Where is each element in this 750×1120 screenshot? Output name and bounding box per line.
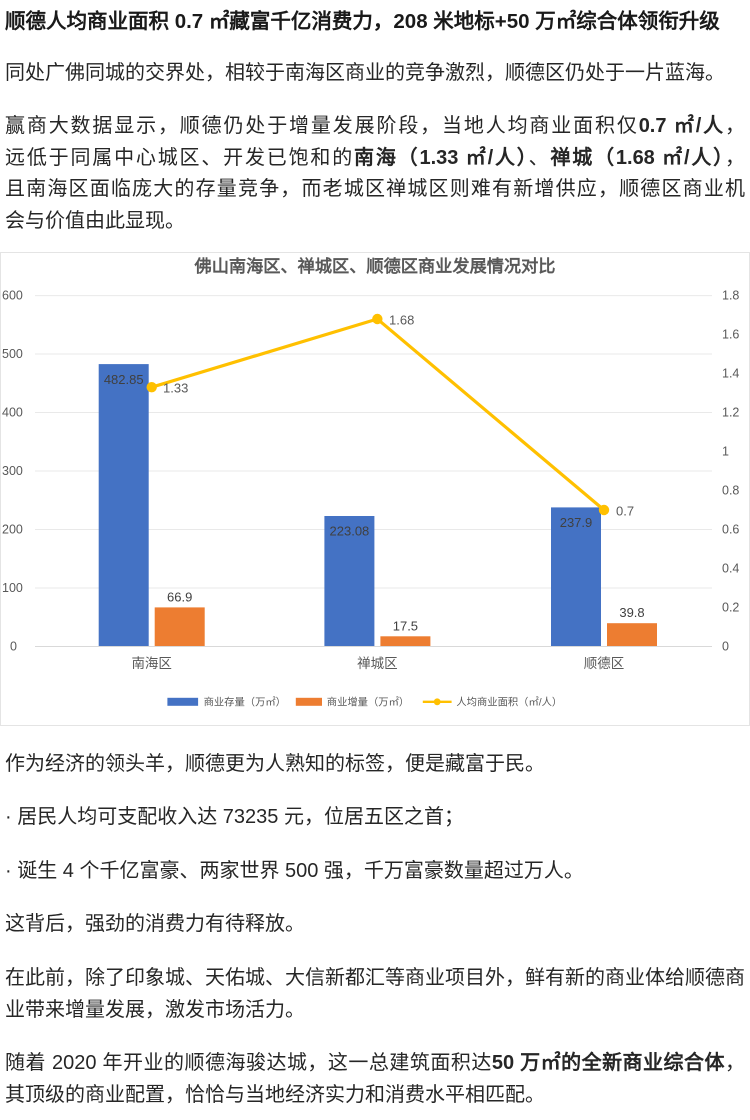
svg-text:1.8: 1.8 [722,288,739,302]
svg-text:223.08: 223.08 [330,523,370,538]
svg-text:0: 0 [10,639,17,653]
svg-text:0.2: 0.2 [722,600,739,614]
svg-text:1.6: 1.6 [722,327,739,341]
svg-text:0.6: 0.6 [722,522,739,536]
svg-text:600: 600 [2,288,23,302]
svg-text:佛山南海区、禅城区、顺德区商业发展情况对比: 佛山南海区、禅城区、顺德区商业发展情况对比 [194,256,556,276]
svg-text:237.9: 237.9 [560,515,593,530]
svg-text:0.7: 0.7 [616,503,634,518]
svg-text:0.4: 0.4 [722,561,739,575]
svg-text:0: 0 [722,639,729,653]
svg-text:66.9: 66.9 [167,589,192,604]
svg-text:17.5: 17.5 [393,618,418,633]
svg-text:100: 100 [2,581,23,595]
svg-text:1.68: 1.68 [389,312,414,327]
svg-text:商业存量（万㎡）: 商业存量（万㎡） [204,695,286,708]
svg-text:人均商业面积（㎡/人）: 人均商业面积（㎡/人） [456,695,562,708]
svg-text:1.33: 1.33 [163,380,188,395]
svg-text:1.4: 1.4 [722,366,739,380]
svg-text:顺德区: 顺德区 [584,656,625,671]
svg-text:500: 500 [2,347,23,361]
svg-text:482.85: 482.85 [104,372,144,387]
svg-text:商业增量（万㎡）: 商业增量（万㎡） [327,695,409,708]
svg-text:0.8: 0.8 [722,483,739,497]
svg-text:400: 400 [2,405,23,419]
svg-text:南海区: 南海区 [131,656,172,671]
svg-text:200: 200 [2,522,23,536]
svg-text:300: 300 [2,464,23,478]
svg-text:禅城区: 禅城区 [357,656,398,671]
svg-text:1: 1 [722,444,729,458]
svg-text:39.8: 39.8 [619,605,644,620]
svg-text:1.2: 1.2 [722,405,739,419]
